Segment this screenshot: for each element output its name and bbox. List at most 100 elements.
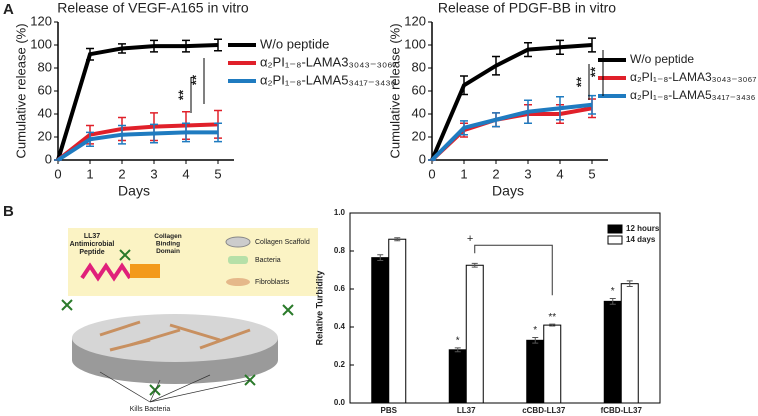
x-tick-label: 5 (588, 166, 595, 181)
label-line: Collagen (154, 233, 181, 240)
bar (526, 339, 545, 404)
label-line: Collagen Scaffold (255, 239, 310, 246)
diagram-label: Collagen Scaffold (255, 239, 310, 246)
y-axis-label: Cumulative release (%) (387, 23, 402, 158)
fibroblasts (99, 320, 251, 352)
scaffold-top (72, 314, 278, 362)
y-tick-label: 120 (404, 13, 426, 28)
x-tick-label: 5 (214, 166, 221, 181)
annotation: * (456, 336, 460, 347)
error-bar (471, 262, 478, 268)
x-tick-label: 4 (556, 166, 563, 181)
chart-title: Release of VEGF-A165 in vitro (57, 0, 249, 16)
error-bar (532, 336, 539, 344)
x-tick-label: 3 (524, 166, 531, 181)
bar (620, 283, 639, 404)
y-tick-label: 40 (38, 105, 52, 120)
bar (603, 300, 622, 404)
y-tick-label: 60 (412, 82, 426, 97)
y-tick-label: 0.8 (334, 246, 346, 255)
x-tick-label: PBS (381, 406, 398, 415)
line (430, 102, 593, 162)
y-tick-label: 0.0 (334, 398, 346, 407)
legend-label: α₂PI₁₋₈-LAMA3₃₀₄₃₋₃₀₆₇ (630, 70, 756, 84)
legend-swatch (607, 224, 623, 234)
legend-label: W/o peptide (630, 52, 694, 66)
x-tick-label: 0 (428, 166, 435, 181)
legend-label: α₂PI₁₋₈-LAMA5₃₄₁₇₋₃₄₃₆ (260, 72, 396, 87)
label-line: LL37 (84, 233, 100, 240)
label-line: Bacteria (255, 257, 281, 264)
diagram-label: Fibroblasts (255, 279, 290, 286)
diagram-label: Bacteria (255, 257, 281, 264)
x-axis-label: Days (118, 183, 150, 199)
y-tick-label: 80 (412, 59, 426, 74)
annotation: ** (548, 312, 556, 323)
bracket (474, 244, 553, 296)
x-tick-label: fCBD-LL37 (601, 406, 643, 415)
binding-icon (130, 264, 160, 278)
error-bar (626, 280, 633, 288)
y-tick-label: 0.2 (334, 360, 346, 369)
bar (543, 324, 562, 404)
legend-swatch (607, 235, 623, 245)
bar (388, 238, 407, 404)
x-tick-label: 3 (150, 166, 157, 181)
y-tick-label: 20 (412, 128, 426, 143)
bar (371, 257, 390, 404)
y-axis-label: Relative Turbidity (314, 271, 324, 346)
y-tick-label: 60 (38, 82, 52, 97)
error-bar (454, 347, 461, 353)
label-line: Domain (156, 248, 180, 255)
bar (465, 264, 484, 404)
y-tick-label: 20 (38, 128, 52, 143)
legend-box (68, 228, 318, 296)
y-tick-label: 0 (419, 151, 426, 166)
panel-label: B (3, 203, 14, 220)
y-tick-label: 0.4 (334, 322, 346, 331)
error-bar (549, 323, 556, 327)
x-tick-label: 0 (54, 166, 61, 181)
y-tick-label: 100 (404, 36, 426, 51)
diagram-label: Collagen Binding Domain (154, 233, 181, 255)
fibroblast-icon (226, 278, 250, 286)
legend-label: W/o peptide (260, 36, 329, 51)
label-line: Binding (156, 240, 180, 247)
annotation: ** (587, 66, 602, 77)
diagram-label: Kills Bacteria (130, 406, 171, 413)
label-line: Kills Bacteria (130, 406, 171, 413)
plot-frame (349, 212, 661, 404)
peptide-icon (80, 262, 132, 282)
x-tick-label: 1 (86, 166, 93, 181)
x-tick-label: 2 (118, 166, 125, 181)
y-tick-label: 1.0 (334, 208, 346, 217)
annotation: * (611, 286, 615, 297)
chart-title: Release of PDGF-BB in vitro (438, 0, 616, 16)
error-bar (394, 237, 401, 242)
y-tick-label: 120 (30, 13, 52, 28)
label-line: Peptide (79, 249, 104, 256)
line (430, 43, 593, 161)
diagram-label: LL37 Antimicrobial Peptide (70, 233, 115, 256)
y-tick-label: 0.6 (334, 284, 346, 293)
line (56, 130, 218, 162)
x-axis-label: Days (492, 183, 524, 199)
error-bar (609, 298, 616, 305)
scaffold-icon (225, 236, 251, 248)
annotation: ** (188, 74, 203, 85)
x-tick-label: 2 (492, 166, 499, 181)
bar (448, 349, 467, 404)
annotation: ** (573, 76, 588, 87)
legend-label: α₂PI₁₋₈-LAMA5₃₄₁₇₋₃₄₃₆ (630, 88, 756, 102)
line (56, 122, 219, 162)
schematic (61, 228, 318, 403)
label-line: Antimicrobial (70, 241, 115, 248)
legend-label: 12 hours (626, 224, 660, 233)
y-tick-label: 40 (412, 105, 426, 120)
annotation: ** (175, 89, 190, 100)
bacteria-icon (228, 256, 248, 264)
y-axis-label: Cumulative release (%) (13, 23, 28, 158)
annotation: + (467, 233, 473, 245)
arrows (99, 371, 251, 403)
